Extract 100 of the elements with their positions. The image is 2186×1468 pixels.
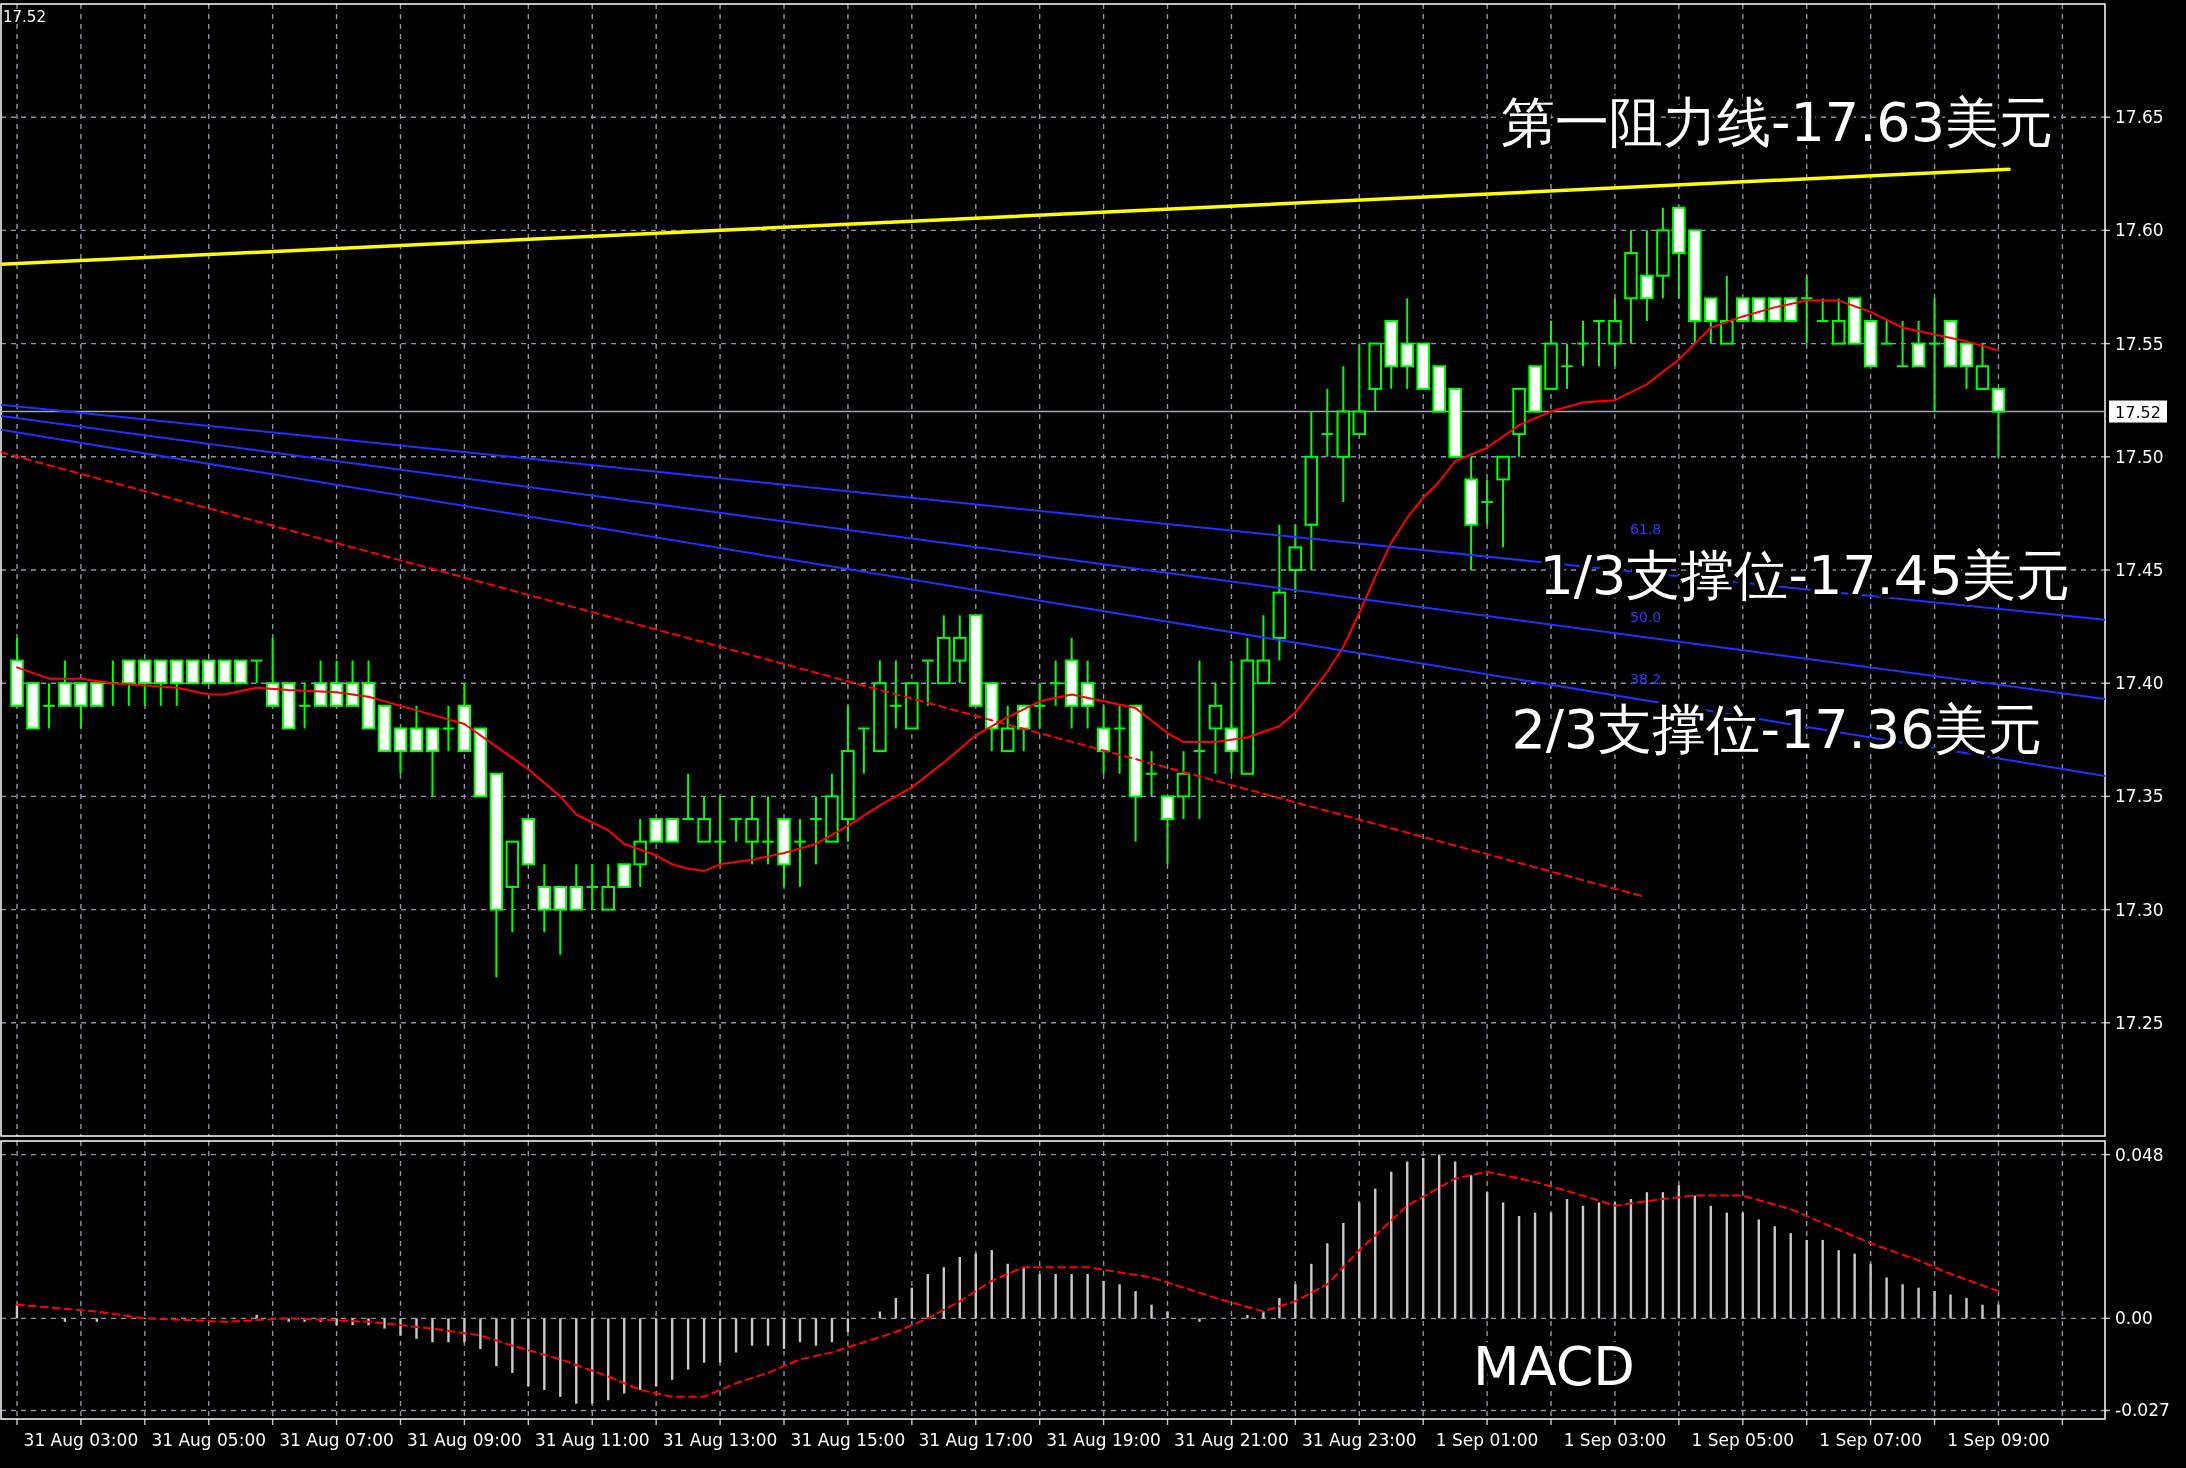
candlestick: [409, 704, 424, 753]
bar: [1981, 1304, 1984, 1319]
candlestick: [1144, 750, 1159, 798]
bar: [1869, 1263, 1872, 1319]
candlestick: [713, 795, 727, 866]
annotation: MACD: [1473, 1335, 1635, 1398]
candlestick: [1160, 795, 1175, 866]
candlestick: [649, 818, 663, 843]
x-tick-label: 1 Sep 07:00: [1819, 1430, 1922, 1450]
candlestick: [42, 682, 56, 730]
y-tick-label: 17.50: [2115, 446, 2164, 467]
bar: [1262, 1311, 1265, 1319]
bar: [1821, 1239, 1824, 1319]
bar: [287, 1318, 290, 1322]
y-tick-label: 17.30: [2115, 899, 2164, 920]
y-tick-label: 17.60: [2115, 220, 2164, 241]
candlestick: [1831, 297, 1846, 345]
bar: [543, 1318, 546, 1390]
bar: [1054, 1274, 1057, 1319]
candlestick: [809, 795, 823, 866]
bar: [1917, 1287, 1920, 1319]
bar: [1885, 1277, 1888, 1319]
bar: [1278, 1297, 1281, 1319]
candlestick: [921, 659, 935, 707]
candlestick: [217, 659, 232, 685]
y-tick-label: 17.35: [2115, 786, 2164, 807]
bar: [527, 1318, 530, 1387]
bar: [1198, 1318, 1201, 1322]
candlestick: [633, 818, 647, 888]
candlestick: [58, 659, 72, 707]
bar: [1837, 1250, 1840, 1319]
x-tick-label: 31 Aug 09:00: [407, 1430, 522, 1450]
candlestick: [1112, 704, 1127, 775]
candlestick: [393, 727, 408, 775]
candlestick: [1959, 342, 1974, 390]
bar: [1166, 1311, 1169, 1319]
candlestick: [1704, 297, 1718, 345]
candlestick: [1256, 614, 1271, 685]
y-tick-label: 17.45: [2115, 560, 2164, 580]
candlestick: [297, 682, 312, 730]
candlestick: [1480, 478, 1494, 526]
candlestick: [617, 863, 631, 888]
candlestick: [122, 659, 136, 707]
y-tick-label: 0.048: [2115, 1144, 2164, 1165]
x-tick-label: 31 Aug 23:00: [1301, 1430, 1417, 1450]
candlestick: [1192, 659, 1207, 821]
y-tick-label: 17.55: [2115, 333, 2164, 354]
candlestick: [1288, 523, 1303, 594]
candlestick: [1895, 319, 1910, 368]
bar: [255, 1314, 258, 1319]
bar: [1086, 1274, 1089, 1319]
y-tick-label: 17.65: [2115, 107, 2164, 128]
bar: [1070, 1274, 1073, 1319]
bar: [495, 1318, 498, 1367]
candlestick: [1080, 659, 1095, 730]
candlestick: [857, 727, 871, 775]
candlestick: [1048, 659, 1063, 707]
candlestick: [793, 818, 807, 888]
candlestick: [761, 795, 775, 866]
candlestick: [1560, 342, 1574, 390]
bar: [479, 1318, 482, 1350]
candlestick: [537, 863, 552, 934]
bar: [463, 1318, 466, 1343]
candlestick: [1975, 342, 1990, 390]
x-tick-label: 31 Aug 13:00: [662, 1430, 778, 1450]
x-tick-label: 31 Aug 15:00: [790, 1430, 906, 1450]
candlestick: [1400, 297, 1414, 390]
annotation: 第一阻力线-17.63美元: [1500, 91, 2054, 154]
candlestick: [889, 659, 903, 730]
candlestick: [601, 863, 615, 911]
bar: [1997, 1304, 2000, 1319]
bar: [1933, 1291, 1936, 1319]
bar: [63, 1318, 67, 1322]
candlestick: [745, 795, 759, 866]
bar: [1965, 1297, 1968, 1319]
candlestick: [1640, 229, 1654, 322]
bar: [335, 1318, 338, 1326]
candlestick: [1176, 750, 1191, 821]
bar: [447, 1318, 450, 1343]
ref-line-label: 17.52: [2115, 402, 2161, 422]
bar: [431, 1318, 434, 1343]
candlestick: [1592, 319, 1606, 368]
bar: [383, 1318, 386, 1329]
candlestick: [1720, 274, 1734, 345]
y-tick-label: 0.00: [2115, 1308, 2153, 1329]
candlestick: [249, 659, 264, 685]
x-tick-label: 31 Aug 07:00: [279, 1430, 394, 1450]
candlestick: [441, 704, 456, 753]
candlestick: [585, 863, 599, 911]
bar: [511, 1318, 514, 1373]
candlestick: [1879, 319, 1894, 345]
bar: [1102, 1280, 1105, 1319]
candlestick: [1911, 319, 1926, 368]
bar: [415, 1318, 418, 1339]
candlestick: [329, 659, 344, 707]
candlestick: [201, 659, 216, 685]
candlestick: [1320, 387, 1335, 458]
candlestick: [1096, 704, 1111, 775]
x-tick-label: 31 Aug 19:00: [1046, 1430, 1161, 1450]
candlestick: [1815, 297, 1830, 322]
